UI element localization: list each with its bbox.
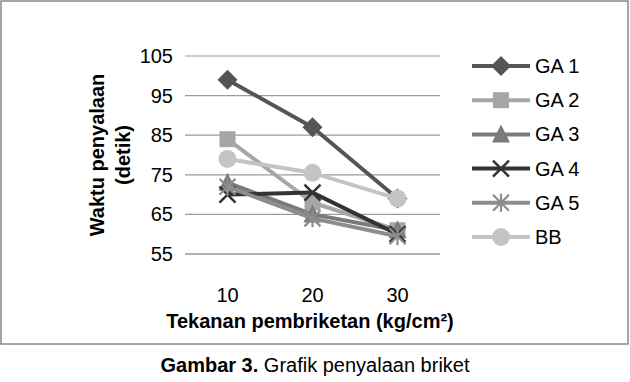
y-tick-label: 95: [151, 85, 173, 107]
series-line: [228, 159, 398, 199]
grid-line: [185, 55, 440, 56]
data-point: [389, 190, 407, 208]
data-point: [304, 164, 322, 182]
grid-line: [185, 95, 440, 96]
series-line: [228, 139, 398, 230]
series-line: [228, 187, 398, 237]
y-tick-label: 55: [151, 243, 173, 265]
y-tick-label: 75: [151, 164, 173, 186]
x-axis-line: [185, 253, 440, 254]
data-point: [390, 227, 406, 245]
legend-label: GA 2: [535, 89, 579, 111]
y-axis-title-line: Waktu penyalaan: [86, 74, 108, 237]
plot-area: [218, 70, 408, 245]
x-axis-title: Tekanan pembriketan (kg/cm²): [166, 310, 453, 332]
x-tick-label: 20: [301, 284, 323, 306]
y-axis-title-line: (detik): [112, 125, 134, 185]
data-point: [220, 131, 236, 147]
chart: 55 65 75 85 95 105 10 20 30 Tekanan pembriketan (…: [0, 0, 630, 382]
legend-marker: [491, 56, 511, 76]
title: Gambar 3. Grafik penyalaan briket: [160, 354, 469, 376]
data-point: [305, 209, 321, 227]
data-point: [305, 185, 321, 201]
legend-label: GA 4: [535, 158, 579, 180]
grid-line: [185, 253, 440, 254]
legend-label: GA 5: [535, 192, 579, 214]
data-point: [219, 150, 237, 168]
title-part: Grafik penyalaan briket: [258, 354, 470, 376]
x-tick-label: 30: [386, 284, 408, 306]
y-tick-label: 65: [151, 203, 173, 225]
legend-marker: [493, 92, 509, 108]
legend-marker: [492, 228, 510, 246]
legend-marker: [493, 161, 509, 177]
series-line: [228, 80, 398, 199]
y-tick-label: 105: [140, 45, 173, 67]
legend-marker: [492, 124, 510, 142]
data-point: [388, 189, 408, 209]
y-tick-label: 85: [151, 124, 173, 146]
title-part: Gambar 3.: [160, 354, 258, 376]
legend-label: BB: [535, 226, 562, 248]
data-point: [218, 70, 238, 90]
data-point: [220, 178, 236, 196]
chart-frame: [1, 1, 628, 344]
data-point: [303, 117, 323, 137]
y-axis-title: Waktu penyalaan(detik): [86, 74, 134, 237]
series-line: [228, 193, 398, 235]
x-tick-label: 10: [216, 284, 238, 306]
legend-label: GA 1: [535, 55, 579, 77]
legend-marker: [493, 194, 509, 212]
legend-label: GA 3: [535, 123, 579, 145]
